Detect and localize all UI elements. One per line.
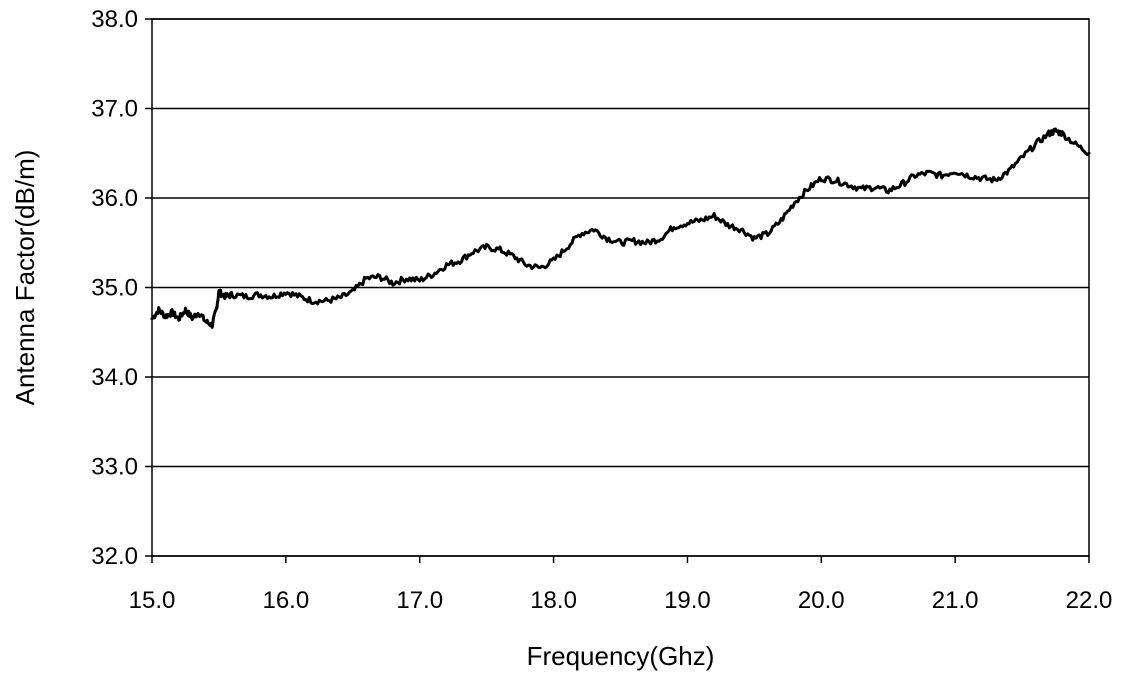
x-tick-label: 19.0 (664, 587, 711, 614)
x-tick-label: 15.0 (129, 587, 176, 614)
x-tick-label: 20.0 (798, 587, 845, 614)
x-tick-label: 21.0 (932, 587, 979, 614)
x-tick-label: 18.0 (530, 587, 577, 614)
grid (152, 18, 1089, 557)
x-tick-label: 16.0 (262, 587, 309, 614)
x-axis-title: Frequency(Ghz) (527, 641, 715, 671)
y-tick-label: 34.0 (91, 364, 138, 391)
y-tick-label: 35.0 (91, 275, 138, 302)
y-axis-ticks: 32.0 33.0 34.0 35.0 36.0 37.0 38.0 (91, 6, 152, 570)
x-tick-label: 17.0 (396, 587, 443, 614)
y-tick-label: 33.0 (91, 454, 138, 481)
y-tick-label: 38.0 (91, 6, 138, 33)
y-tick-label: 32.0 (91, 543, 138, 570)
y-tick-label: 36.0 (91, 185, 138, 212)
series-line (150, 127, 1091, 329)
y-axis-title: Antenna Factor(dB/m) (10, 150, 40, 406)
x-axis-ticks: 15.0 16.0 17.0 18.0 19.0 20.0 21.0 22.0 (129, 556, 1113, 614)
x-tick-label: 22.0 (1066, 587, 1113, 614)
y-tick-label: 37.0 (91, 96, 138, 123)
